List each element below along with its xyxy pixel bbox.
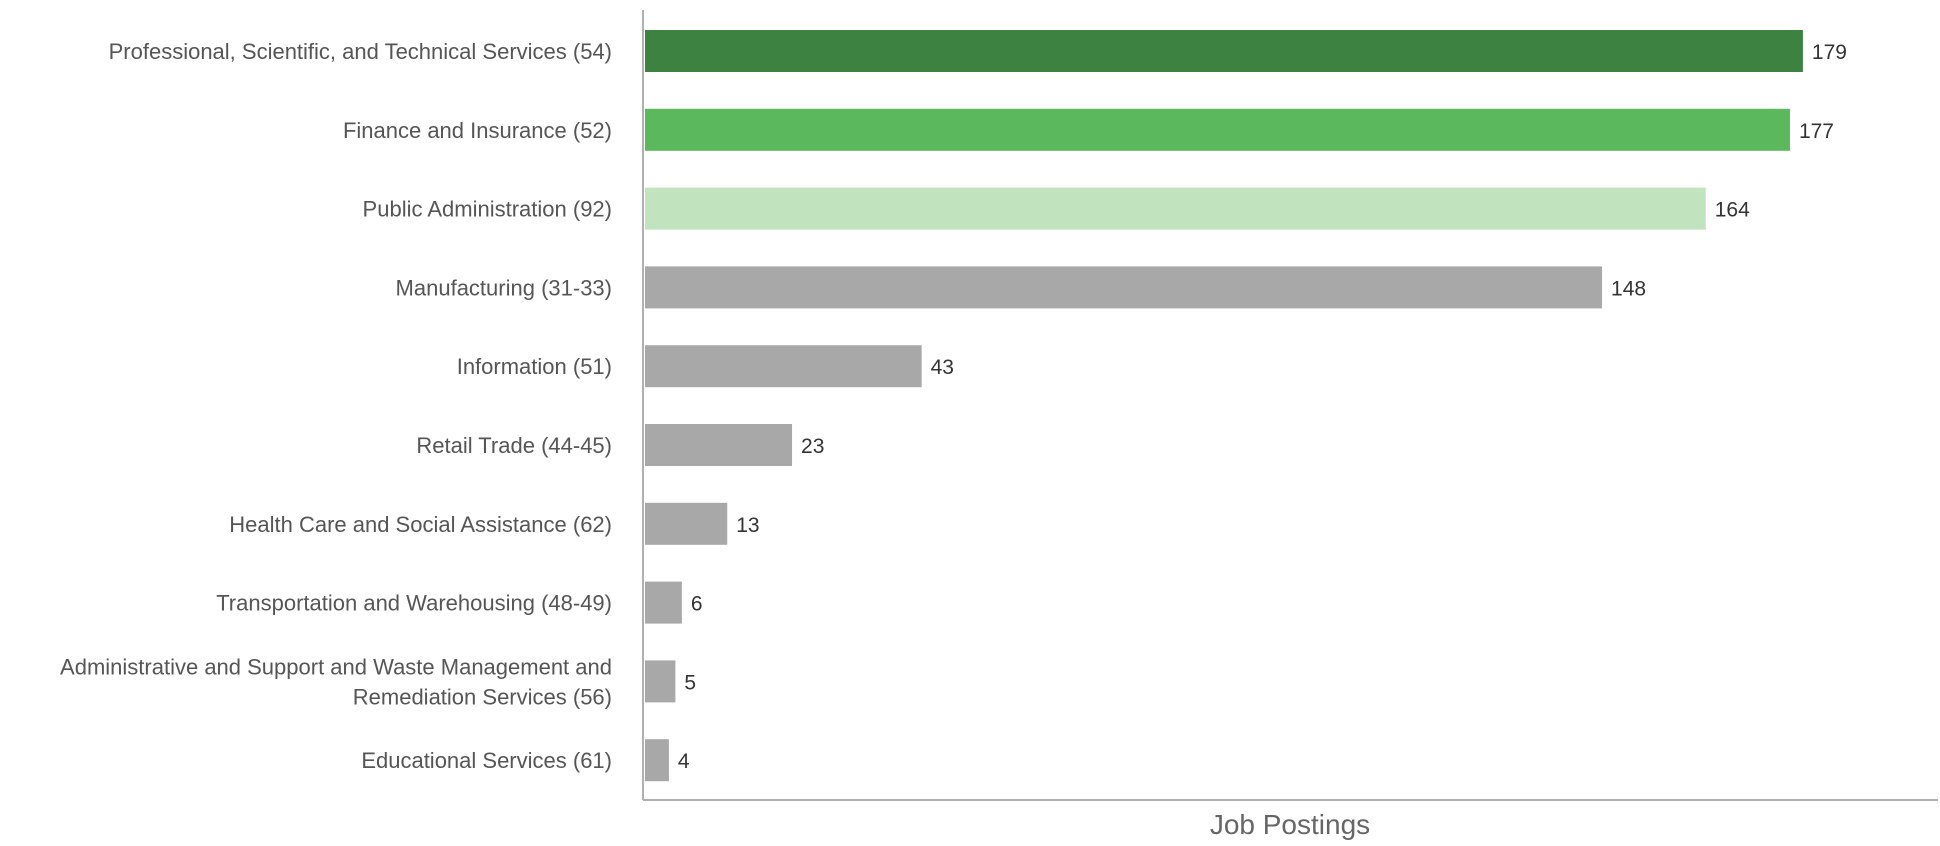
bar-value-label: 179 bbox=[1812, 41, 1847, 64]
bar-value-label: 164 bbox=[1715, 199, 1750, 222]
bar[interactable] bbox=[643, 106, 1792, 153]
bar-value-label: 6 bbox=[691, 593, 703, 616]
category-label: Administrative and Support and Waste Man… bbox=[60, 654, 612, 679]
bar[interactable] bbox=[643, 500, 730, 547]
bar-value-label: 4 bbox=[678, 750, 690, 773]
category-label: Educational Services (61) bbox=[361, 748, 612, 773]
bar[interactable] bbox=[643, 28, 1805, 74]
category-labels-group: Professional, Scientific, and Technical … bbox=[60, 39, 612, 773]
bar[interactable] bbox=[643, 658, 678, 705]
bar-value-label: 5 bbox=[684, 671, 696, 694]
category-label: Health Care and Social Assistance (62) bbox=[229, 512, 612, 537]
bar[interactable] bbox=[643, 343, 924, 390]
x-axis-title: Job Postings bbox=[1210, 809, 1370, 840]
bars-group bbox=[643, 28, 1805, 784]
category-label: Information (51) bbox=[457, 354, 612, 379]
bar-value-label: 23 bbox=[801, 435, 824, 458]
category-label: Manufacturing (31-33) bbox=[396, 275, 612, 300]
bar-value-label: 177 bbox=[1799, 120, 1834, 143]
bar-value-label: 13 bbox=[736, 514, 759, 537]
bar[interactable] bbox=[643, 264, 1605, 311]
category-label: Professional, Scientific, and Technical … bbox=[109, 39, 612, 64]
bar[interactable] bbox=[643, 422, 795, 468]
bar[interactable] bbox=[643, 737, 671, 784]
bar-value-label: 43 bbox=[931, 356, 954, 379]
bar-value-label: 148 bbox=[1611, 277, 1646, 300]
category-label: Retail Trade (44-45) bbox=[416, 433, 612, 458]
category-label: Finance and Insurance (52) bbox=[343, 118, 612, 143]
bar[interactable] bbox=[643, 579, 684, 626]
category-label: Transportation and Warehousing (48-49) bbox=[216, 591, 612, 616]
category-label: Remediation Services (56) bbox=[353, 684, 612, 709]
bar[interactable] bbox=[643, 185, 1708, 232]
category-label: Public Administration (92) bbox=[363, 197, 612, 222]
value-labels-group: 179 177 164 148 43 23 13 6 5 4 bbox=[676, 39, 1849, 775]
